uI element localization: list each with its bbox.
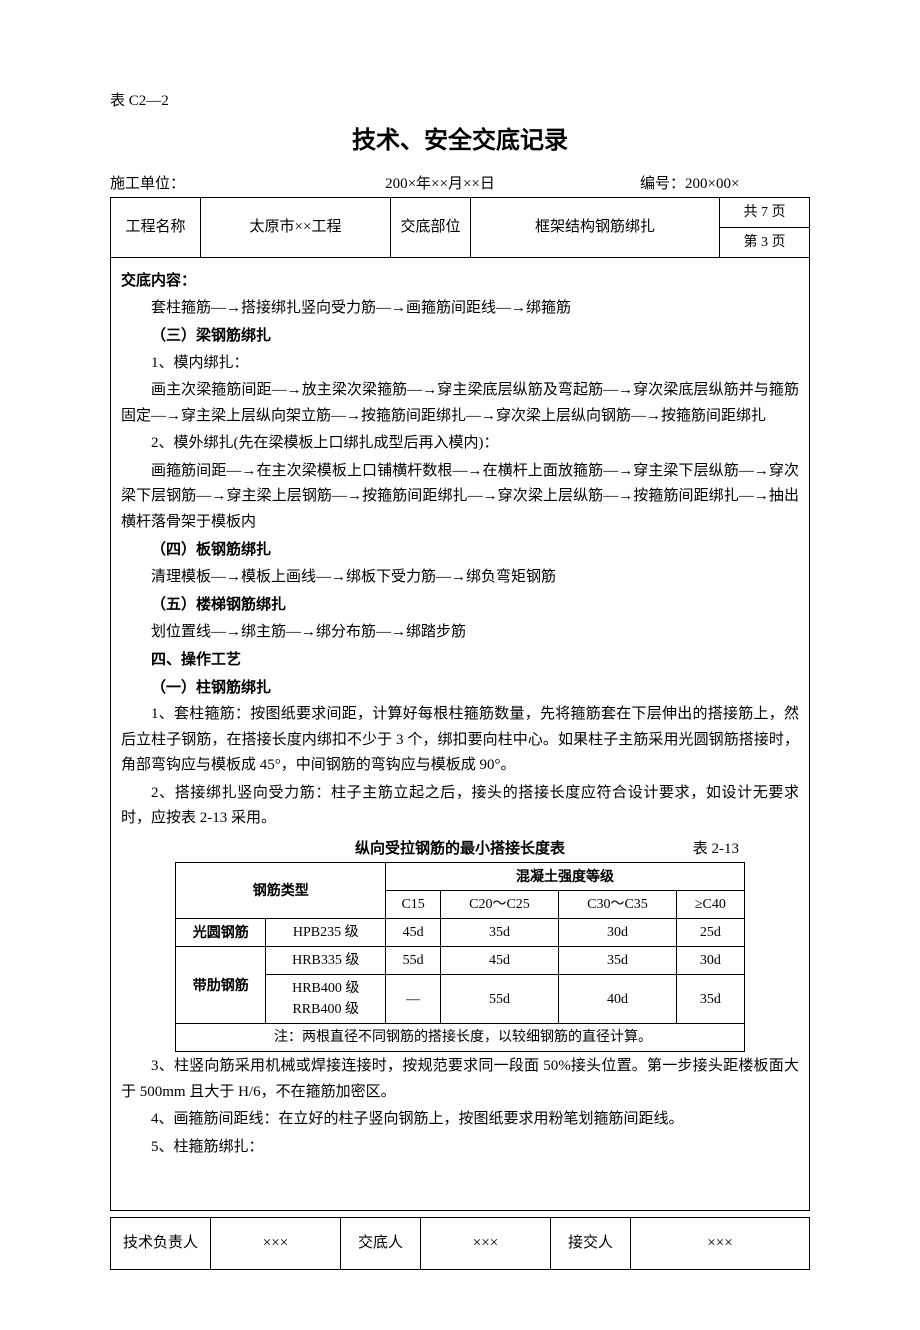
content-cell: 交底内容： 套柱箍筋—→搭接绑扎竖向受力筋—→画箍筋间距线—→绑箍筋 （三）梁钢… xyxy=(111,258,810,1211)
total-pages: 共 7 页 xyxy=(720,198,809,228)
content-heading: 交底内容： xyxy=(121,268,799,294)
r2a-v2: 45d xyxy=(440,947,558,975)
r2b-v3: 40d xyxy=(558,975,676,1024)
th-rebar-type: 钢筋类型 xyxy=(176,863,386,919)
r1-v1: 45d xyxy=(386,919,441,947)
signature-table: 技术负责人 ××× 交底人 ××× 接交人 ××× xyxy=(110,1217,810,1270)
op-1: 1、套柱箍筋：按图纸要求间距，计算好每根柱箍筋数量，先将箍筋套在下层伸出的搭接筋… xyxy=(121,702,799,779)
r1-v2: 35d xyxy=(440,919,558,947)
r2b-spec: HRB400 级 RRB400 级 xyxy=(266,975,386,1024)
main-table: 工程名称 太原市××工程 交底部位 框架结构钢筋绑扎 共 7 页 第 3 页 交… xyxy=(110,197,810,1211)
table-note: 注：两根直径不同钢筋的搭接长度，以较细钢筋的直径计算。 xyxy=(176,1024,745,1052)
info-row: 工程名称 太原市××工程 交底部位 框架结构钢筋绑扎 共 7 页 第 3 页 xyxy=(111,198,810,258)
section-3-title: （三）梁钢筋绑扎 xyxy=(121,323,799,349)
op-4: 4、画箍筋间距线：在立好的柱子竖向钢筋上，按图纸要求用粉笔划箍筋间距线。 xyxy=(121,1107,799,1133)
r1-v3: 30d xyxy=(558,919,676,947)
form-code: 表 C2—2 xyxy=(110,90,810,113)
header-row: 施工单位： 200×年××月××日 编号：200×00× xyxy=(110,173,810,196)
grade-c40: ≥C40 xyxy=(676,891,744,919)
th-concrete-grade: 混凝土强度等级 xyxy=(386,863,745,891)
document-title: 技术、安全交底记录 xyxy=(110,123,810,159)
r1-v4: 25d xyxy=(676,919,744,947)
r2b-v1: — xyxy=(386,975,441,1024)
p3-1-head: 1、模内绑扎： xyxy=(121,351,799,377)
content-row: 交底内容： 套柱箍筋—→搭接绑扎竖向受力筋—→画箍筋间距线—→绑箍筋 （三）梁钢… xyxy=(111,258,810,1211)
briefer-label: 交底人 xyxy=(341,1218,421,1270)
receiver-label: 接交人 xyxy=(551,1218,631,1270)
r2a-spec: HRB335 级 xyxy=(266,947,386,975)
part-label: 交底部位 xyxy=(391,198,471,258)
construction-unit-label: 施工单位： xyxy=(110,173,240,196)
r2b-v4: 35d xyxy=(676,975,744,1024)
r2a-v4: 30d xyxy=(676,947,744,975)
sec4-1-title: （一）柱钢筋绑扎 xyxy=(121,675,799,701)
briefer-value: ××× xyxy=(421,1218,551,1270)
serial-label: 编号： xyxy=(640,176,685,192)
section-5-title: （五）楼梯钢筋绑扎 xyxy=(121,592,799,618)
current-page: 第 3 页 xyxy=(720,228,809,258)
p5-body: 划位置线—→绑主筋—→绑分布筋—→绑踏步筋 xyxy=(121,620,799,646)
r2b-v2: 55d xyxy=(440,975,558,1024)
serial-value: 200×00× xyxy=(685,176,739,192)
grade-c15: C15 xyxy=(386,891,441,919)
serial-block: 编号：200×00× xyxy=(640,173,810,196)
sub-table-title: 纵向受拉钢筋的最小搭接长度表 表 2-13 xyxy=(121,838,799,861)
op-2: 2、搭接绑扎竖向受力筋：柱子主筋立起之后，接头的搭接长度应符合设计要求，如设计无… xyxy=(121,781,799,832)
receiver-value: ××× xyxy=(631,1218,810,1270)
project-name-label: 工程名称 xyxy=(111,198,201,258)
tech-lead-value: ××× xyxy=(211,1218,341,1270)
splice-length-table: 钢筋类型 混凝土强度等级 C15 C20～C25 C30～C35 ≥C40 光圆… xyxy=(175,862,745,1052)
r1-spec: HPB235 级 xyxy=(266,919,386,947)
page-cell: 共 7 页 第 3 页 xyxy=(720,198,810,258)
r2a-v1: 55d xyxy=(386,947,441,975)
sec4-title: 四、操作工艺 xyxy=(121,647,799,673)
section-4-title: （四）板钢筋绑扎 xyxy=(121,537,799,563)
p4-body: 清理模板—→模板上画线—→绑板下受力筋—→绑负弯矩钢筋 xyxy=(121,565,799,591)
r2-cat: 带肋钢筋 xyxy=(176,947,266,1024)
p3-1-body: 画主次梁箍筋间距—→放主梁次梁箍筋—→穿主梁底层纵筋及弯起筋—→穿次梁底层纵筋并… xyxy=(121,378,799,429)
r1-cat: 光圆钢筋 xyxy=(176,919,266,947)
sub-table-number: 表 2-13 xyxy=(693,838,739,861)
p3-2-head: 2、模外绑扎(先在梁模板上口绑扎成型后再入模内)： xyxy=(121,431,799,457)
op-5: 5、柱箍筋绑扎： xyxy=(121,1135,799,1161)
grade-c30-35: C30～C35 xyxy=(558,891,676,919)
op-3: 3、柱竖向筋采用机械或焊接连接时，按规范要求同一段面 50%接头位置。第一步接头… xyxy=(121,1054,799,1105)
r2a-v3: 35d xyxy=(558,947,676,975)
part-value: 框架结构钢筋绑扎 xyxy=(471,198,720,258)
step-line-1: 套柱箍筋—→搭接绑扎竖向受力筋—→画箍筋间距线—→绑箍筋 xyxy=(121,296,799,322)
project-name-value: 太原市××工程 xyxy=(201,198,391,258)
date-text: 200×年××月××日 xyxy=(240,173,640,196)
p3-2-body: 画箍筋间距—→在主次梁模板上口铺横杆数根—→在横杆上面放箍筋—→穿主梁下层纵筋—… xyxy=(121,459,799,536)
grade-c20-25: C20～C25 xyxy=(440,891,558,919)
tech-lead-label: 技术负责人 xyxy=(111,1218,211,1270)
